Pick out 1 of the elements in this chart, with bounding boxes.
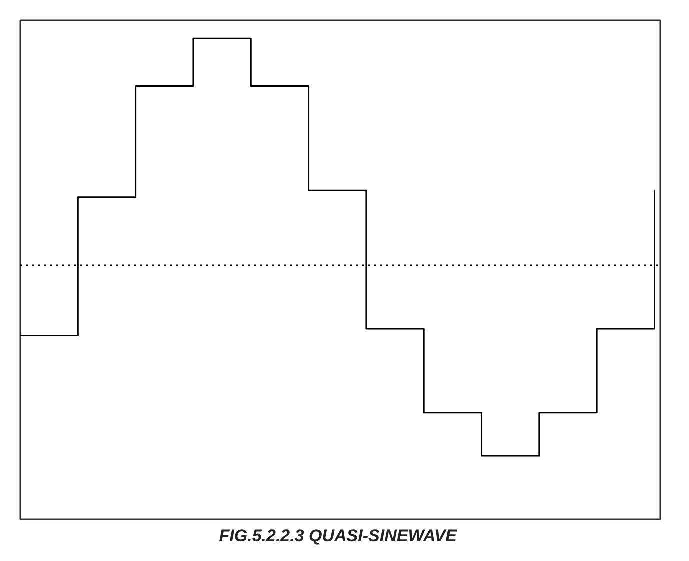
- text: FIG.5.2.2.3 QUASI-SINEWAVE: [219, 526, 458, 546]
